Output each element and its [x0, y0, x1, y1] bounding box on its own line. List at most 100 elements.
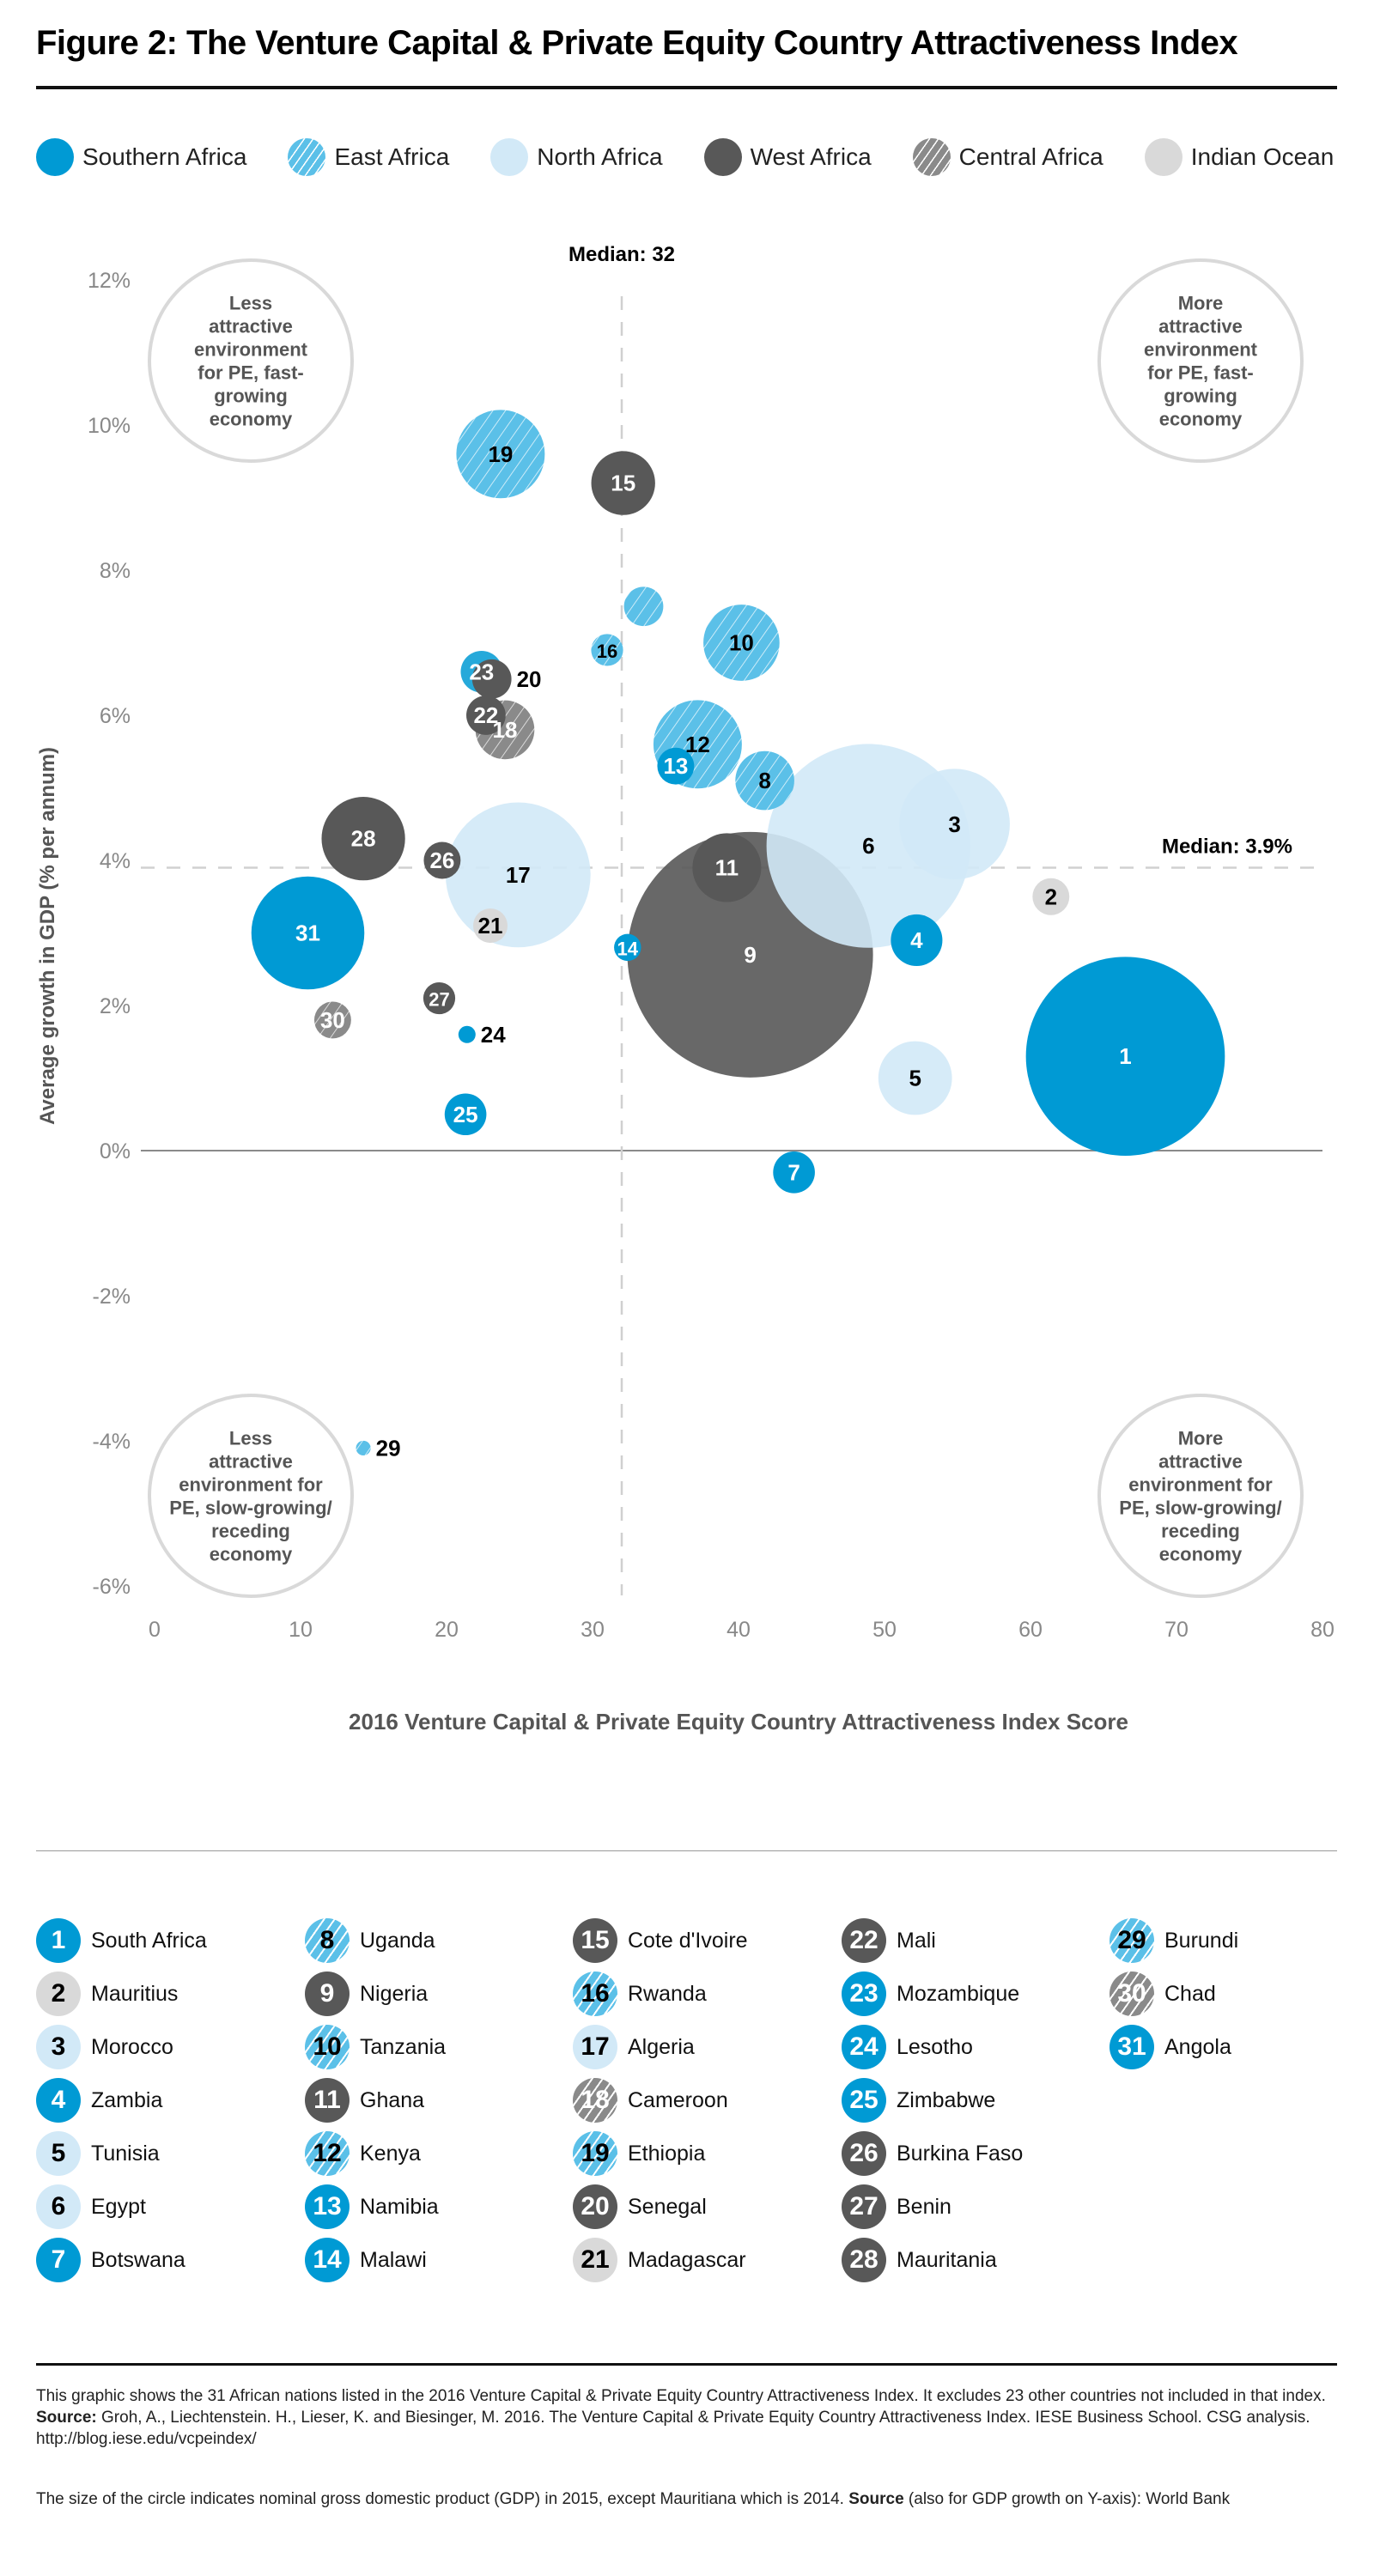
bubble-label: 16: [597, 641, 617, 662]
country-badge: 29: [1110, 1918, 1154, 1963]
country-legend-item: 1 South Africa: [36, 1917, 207, 1965]
legend-swatch-icon: [703, 138, 742, 176]
bubble-label: 21: [478, 913, 503, 939]
bubble-zimbabwe: [444, 1093, 487, 1136]
legend-label: Indian Ocean: [1190, 143, 1334, 170]
country-name: Zambia: [91, 2087, 163, 2112]
source-url[interactable]: http://blog.iese.edu/vcpeindex/: [36, 2430, 257, 2448]
bubble-label: 25: [453, 1102, 478, 1127]
bubble-label: 9: [744, 942, 756, 968]
legend-swatch-icon: [490, 138, 529, 176]
quadrant-text-line: receding: [1161, 1521, 1240, 1542]
legend-item-central: Central Africa: [912, 138, 1103, 176]
bubble-label: 31: [295, 920, 320, 946]
bubble-chad: [313, 1001, 351, 1039]
country-badge: 15: [573, 1918, 617, 1963]
legend-item-indian: Indian Ocean: [1144, 138, 1334, 176]
x-tick-label: 20: [435, 1618, 459, 1642]
country-name: Malawi: [360, 2247, 427, 2272]
bubble-label: 28: [351, 826, 376, 852]
legend-swatch-icon: [912, 138, 951, 176]
country-legend-item: 3 Morocco: [36, 2023, 173, 2071]
country-name: Ethiopia: [628, 2141, 706, 2166]
quadrant-text-line: for PE, fast-: [1147, 362, 1253, 384]
x-tick-label: 80: [1310, 1618, 1334, 1642]
country-legend-item: 31 Angola: [1110, 2023, 1231, 2071]
bubble-cote-d-ivoire: [591, 451, 655, 515]
bubble-mali: [466, 696, 506, 735]
title-rule: [36, 86, 1337, 89]
size-note-text: The size of the circle indicates nominal…: [36, 2490, 849, 2508]
country-name: Cote d'Ivoire: [628, 1928, 748, 1953]
x-axis-title: 2016 Venture Capital & Private Equity Co…: [349, 1709, 1128, 1735]
legend-item-north: North Africa: [490, 138, 663, 176]
country-badge: 7: [36, 2238, 81, 2282]
source-label: Source:: [36, 2409, 97, 2427]
country-legend-item: 21 Madagascar: [573, 2236, 746, 2284]
country-badge: 23: [842, 1971, 886, 2016]
bubble-rwanda: [591, 634, 623, 666]
source-text: Groh, A., Liechtenstein. H., Lieser, K. …: [96, 2409, 1310, 2427]
bubble-mauritius: [1032, 878, 1070, 915]
quadrant-text-line: environment for: [1128, 1474, 1273, 1496]
country-badge: 9: [305, 1971, 350, 2016]
country-badge: 12: [305, 2131, 350, 2176]
bubble-label: 8: [758, 768, 770, 793]
quadrant-text-line: receding: [211, 1521, 290, 1542]
quadrant-text-line: growing: [214, 386, 288, 407]
legend-swatch-icon: [36, 138, 74, 176]
country-badge: 13: [305, 2184, 350, 2229]
country-name: Algeria: [628, 2034, 695, 2059]
quadrant-text-line: PE, slow-growing/: [169, 1498, 331, 1519]
country-legend-item: 4 Zambia: [36, 2076, 162, 2124]
country-badge: 22: [842, 1918, 886, 1963]
country-legend-item: 15 Cote d'Ivoire: [573, 1917, 748, 1965]
bubble-ethiopia: [456, 410, 545, 499]
size-source-label: Source: [848, 2490, 904, 2508]
country-legend-item: 2 Mauritius: [36, 1970, 178, 2018]
country-badge: 27: [842, 2184, 886, 2229]
quadrant-text-line: More: [1178, 1428, 1224, 1449]
bubble-label: 20: [517, 666, 542, 692]
country-name: Angola: [1164, 2034, 1231, 2059]
country-badge: 6: [36, 2184, 81, 2229]
country-badge: 25: [842, 2078, 886, 2123]
country-name: Mauritius: [91, 1981, 179, 2006]
country-name: Madagascar: [628, 2247, 746, 2272]
y-tick-label: 10%: [88, 414, 131, 438]
country-legend-item: 24 Lesotho: [842, 2023, 973, 2071]
bubble-tanzania: [703, 605, 780, 681]
country-name: Ghana: [360, 2087, 425, 2112]
country-name: Cameroon: [628, 2087, 728, 2112]
legend-swatch-icon: [1144, 138, 1182, 176]
bubble-benin: [423, 981, 456, 1015]
country-name: Senegal: [628, 2194, 707, 2219]
country-name: Tanzania: [360, 2034, 447, 2059]
footnote-source: This graphic shows the 31 African nation…: [36, 2385, 1337, 2450]
country-name: Namibia: [360, 2194, 439, 2219]
country-legend-item: 5 Tunisia: [36, 2129, 160, 2178]
bubble-label: 30: [320, 1007, 345, 1033]
bubble-namibia: [657, 747, 695, 785]
bubble-label: 12: [685, 732, 710, 757]
bubble-burkina-faso: [423, 841, 461, 879]
quadrant-text-line: economy: [210, 409, 293, 430]
country-legend-item: 30 Chad: [1110, 1970, 1216, 2018]
legend-swatch-icon: [288, 138, 326, 176]
bubble-label: 5: [909, 1066, 921, 1091]
quadrant-circle: [1097, 258, 1304, 463]
country-legend-item: 29 Burundi: [1110, 1917, 1238, 1965]
country-legend-item: 10 Tanzania: [305, 2023, 446, 2071]
bubble-uganda: [735, 750, 794, 811]
bubble-zambia: [891, 914, 943, 966]
country-legend-item: 12 Kenya: [305, 2129, 421, 2178]
country-name: South Africa: [91, 1928, 207, 1953]
legend-item-west: West Africa: [703, 138, 872, 176]
bubble-label: 18: [493, 717, 518, 743]
country-legend-item: 14 Malawi: [305, 2236, 427, 2284]
y-tick-label: 0%: [100, 1139, 131, 1163]
